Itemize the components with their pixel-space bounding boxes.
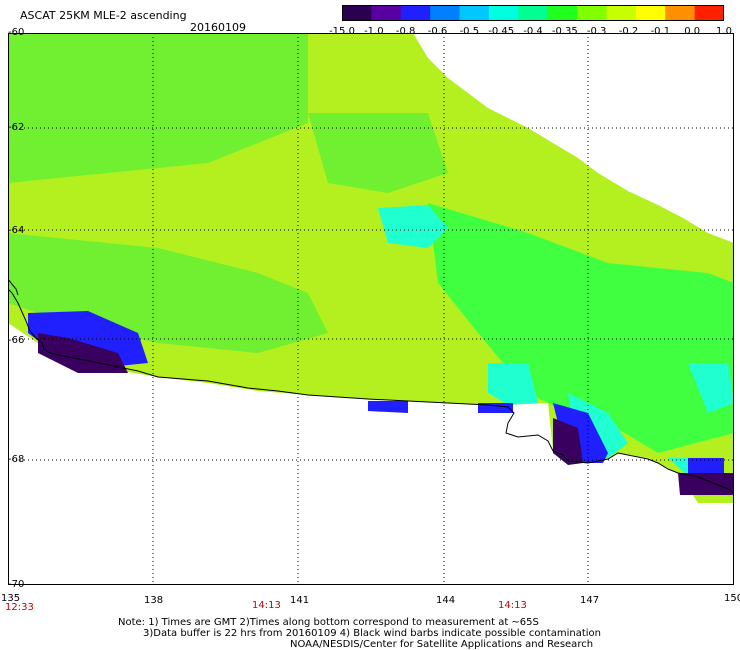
colorbar-swatch: [694, 5, 724, 21]
colorbar-swatch: [606, 5, 637, 21]
colorbar-label: -0.2: [618, 26, 639, 37]
lat-label: -60: [8, 27, 25, 38]
swath-region-green: [308, 113, 448, 193]
swath-patch-cyan: [378, 205, 448, 248]
colorbar-label: 1.0: [716, 26, 732, 37]
map-frame: [8, 33, 734, 585]
colorbar-swatch: [400, 5, 431, 21]
wind-swath: [8, 33, 734, 503]
swath-patch-purple: [678, 473, 734, 495]
swath-patch-purple: [38, 333, 128, 373]
credit-line: NOAA/NESDIS/Center for Satellite Applica…: [290, 639, 594, 650]
lat-lon-grid: [8, 33, 734, 585]
swath-patch-purple: [553, 418, 583, 465]
colorbar-label: 0.0: [684, 26, 701, 37]
wind-map: [8, 33, 734, 585]
note-line-2: 3)Data buffer is 22 hrs from 20160109 4)…: [143, 628, 601, 639]
colorbar-label: -0.6: [427, 26, 448, 37]
map-date: 20160109: [190, 21, 246, 34]
colorbar-swatch: [342, 5, 372, 21]
note-line-1: Note: 1) Times are GMT 2)Times along bot…: [118, 617, 539, 628]
lat-label: -62: [8, 122, 25, 133]
colorbar-swatch: [547, 5, 578, 21]
colorbar-swatch: [665, 5, 696, 21]
map-title: ASCAT 25KM MLE-2 ascending: [20, 9, 187, 22]
time-label: 14:13: [498, 600, 527, 611]
swath-patch-blue: [368, 401, 408, 413]
lon-label: 138: [144, 595, 164, 606]
colorbar-swatch: [430, 5, 461, 21]
lon-label: 135: [1, 593, 21, 604]
colorbar-swatch: [518, 5, 549, 21]
swath-patch-cyan: [688, 363, 734, 413]
colorbar-swatch: [635, 5, 666, 21]
coastline: [8, 288, 734, 494]
lon-label: 147: [580, 595, 600, 606]
colorbar-label: -0.4: [523, 26, 543, 37]
colorbar-swatch: [577, 5, 607, 21]
swath-region-green: [8, 33, 308, 183]
lon-label: 144: [436, 595, 456, 606]
colorbar-label: -0.45: [488, 26, 515, 37]
swath-region-bright: [428, 203, 734, 453]
colorbar-label: -0.3: [586, 26, 607, 37]
colorbar-swatch: [371, 5, 402, 21]
lat-label: -66: [8, 335, 25, 346]
color-scale-bar: [342, 5, 724, 21]
swath-patch-blue: [688, 458, 724, 473]
lat-label: -68: [8, 454, 25, 465]
colorbar-label: -0.35: [551, 26, 578, 37]
swath-patch-blue: [478, 403, 513, 413]
swath-patch-cyan: [488, 363, 538, 405]
lon-label: 141: [290, 595, 310, 606]
colorbar-swatch: [459, 5, 490, 21]
time-label: 12:33: [5, 602, 34, 613]
colorbar-swatch: [488, 5, 519, 21]
lat-label: -64: [8, 225, 25, 236]
lat-label: -70: [8, 579, 25, 590]
colorbar-label: -1.0: [364, 26, 384, 37]
colorbar-label: -0.1: [650, 26, 671, 37]
coastline-fragment: [8, 278, 19, 296]
time-label: 14:13: [252, 600, 281, 611]
colorbar-label: -0.5: [459, 26, 480, 37]
colorbar-label: -0.8: [395, 26, 416, 37]
colorbar-label: -15.0: [329, 26, 355, 37]
lon-label: 150: [724, 593, 740, 604]
